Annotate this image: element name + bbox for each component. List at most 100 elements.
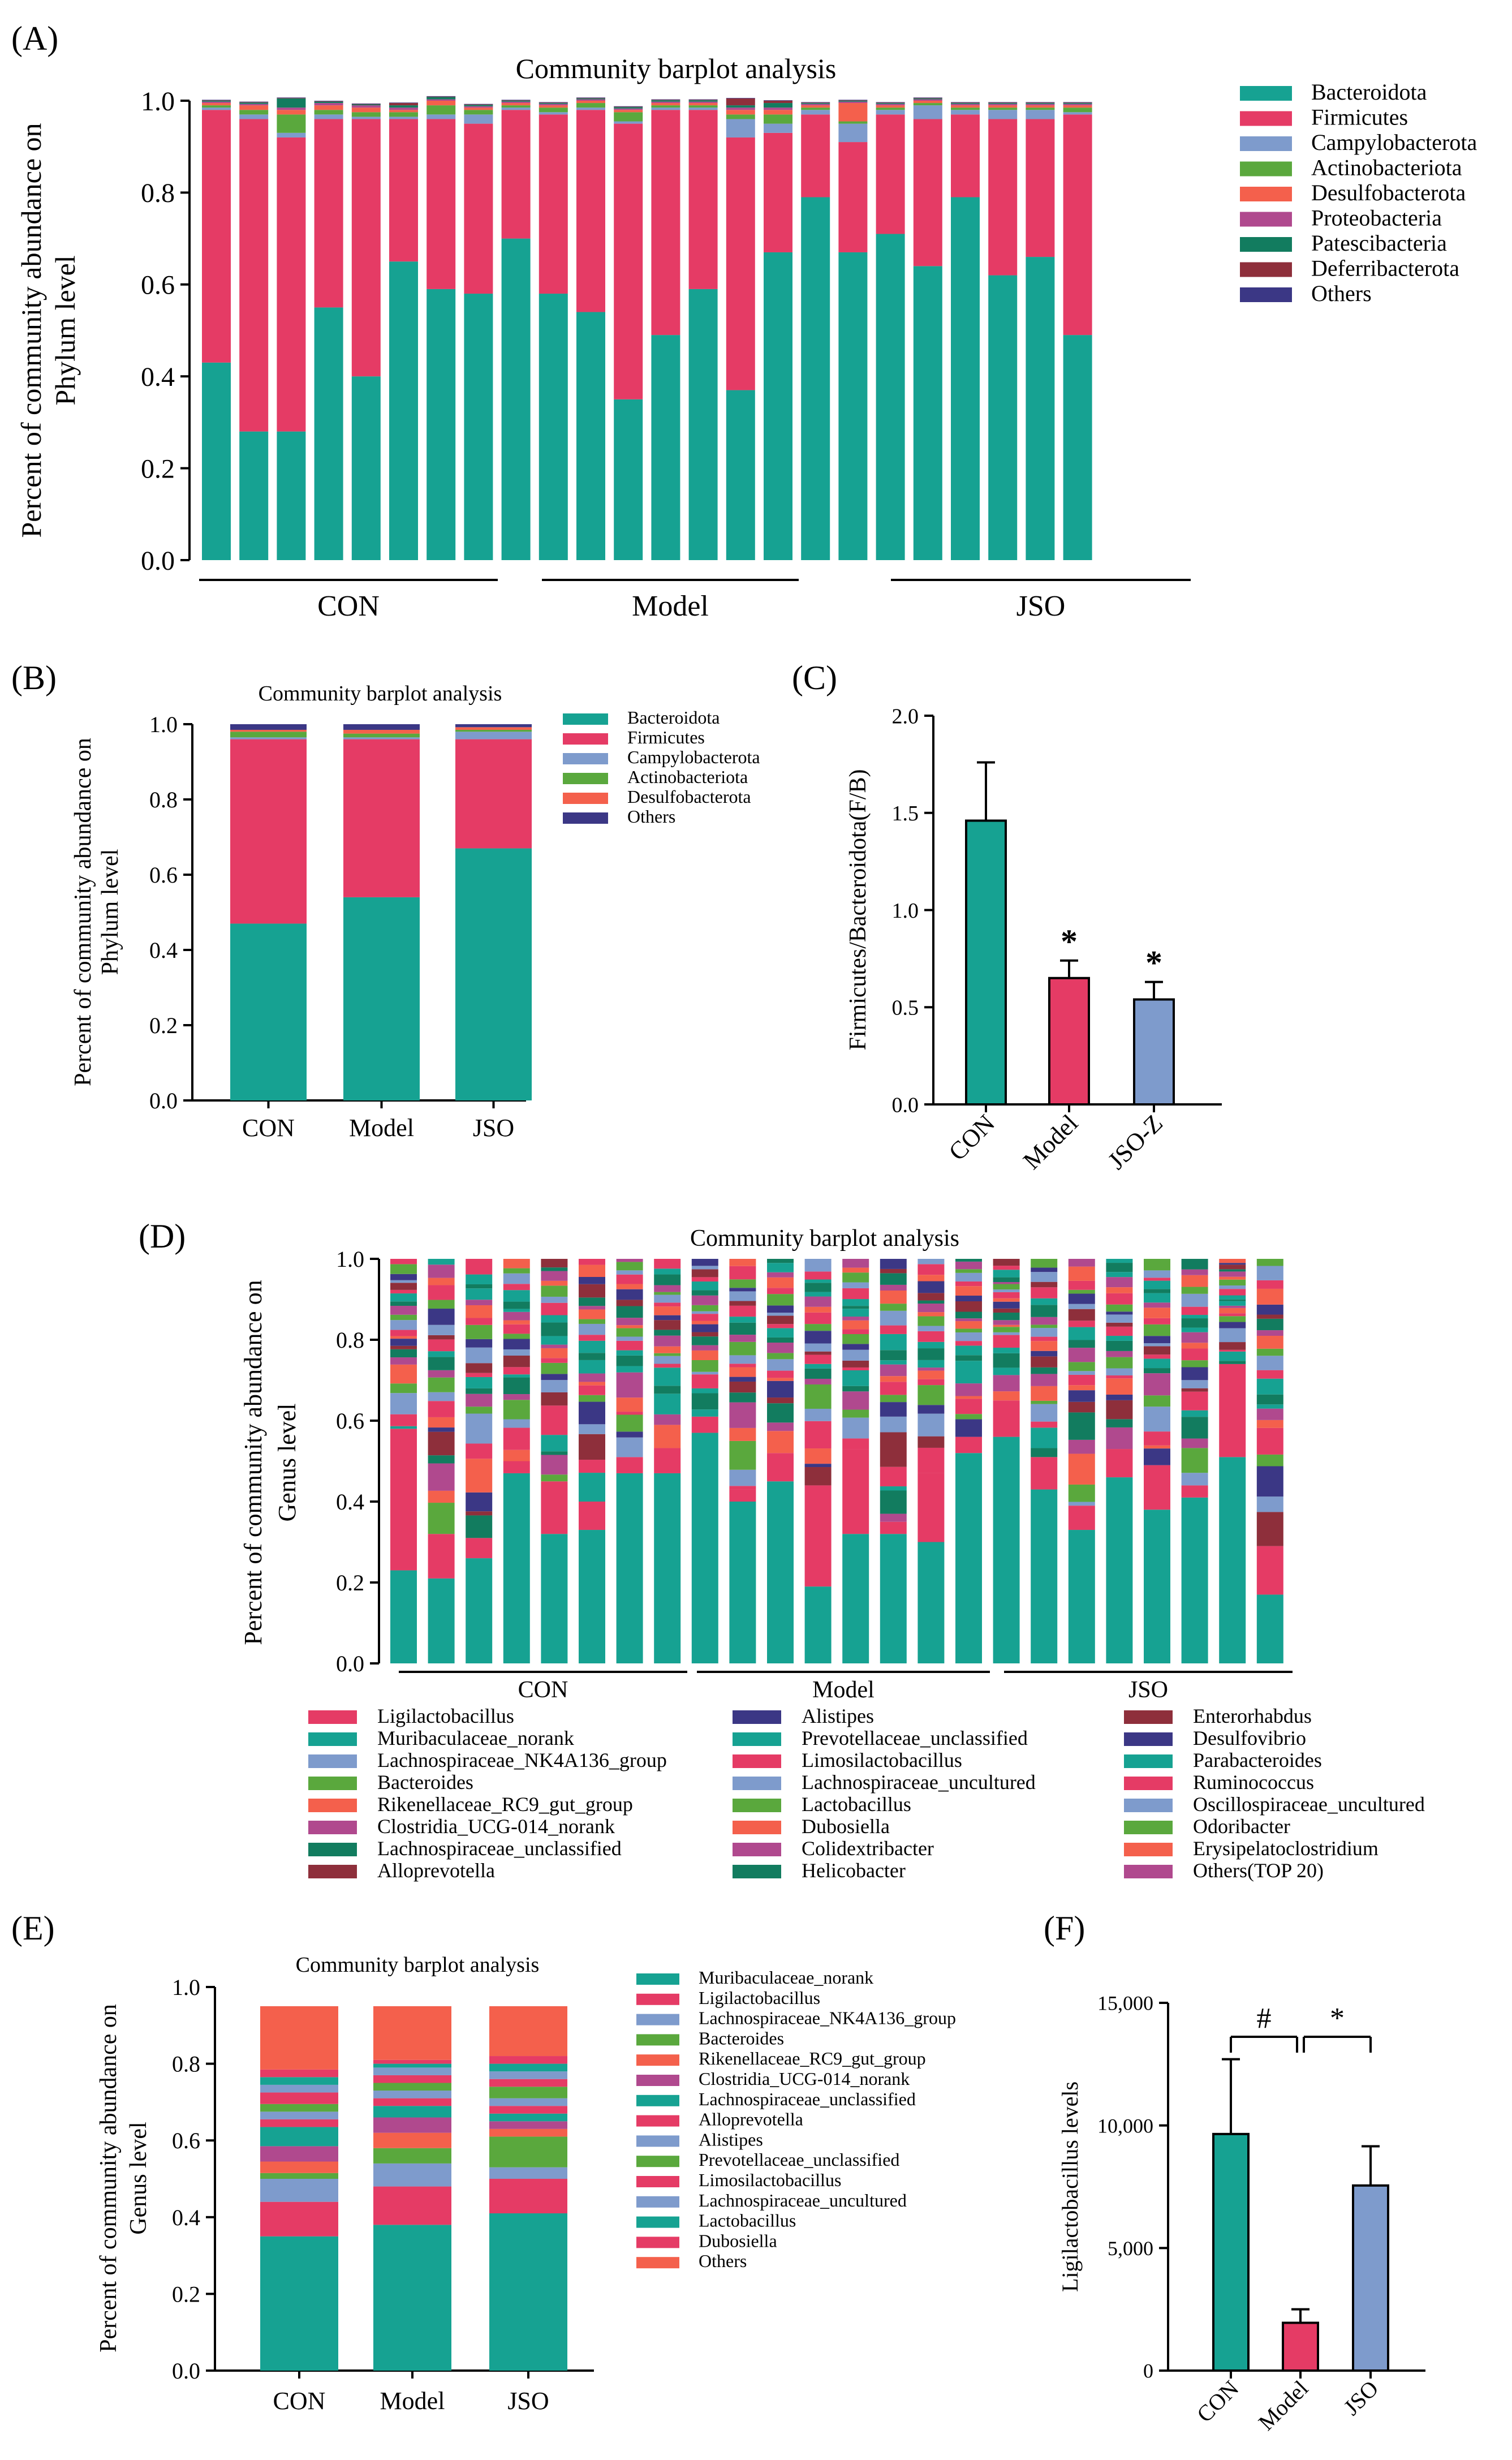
chart-d-bar-segment — [1106, 1368, 1133, 1376]
chart-a-bar-segment — [801, 107, 830, 110]
chart-d-bar-segment — [993, 1298, 1020, 1302]
chart-d-bar-segment — [917, 1473, 945, 1542]
chart-a-bar-segment — [427, 289, 456, 560]
chart-a-bar-segment — [239, 102, 269, 104]
chart-d-bar-segment — [428, 1278, 455, 1285]
chart-a-bar-segment — [801, 110, 830, 115]
chart-d-bar-segment — [1068, 1362, 1095, 1371]
chart-d-bar-segment — [616, 1284, 643, 1289]
chart-d-bar-segment — [390, 1349, 417, 1358]
chart-a-legend-swatch — [1240, 287, 1292, 302]
chart-d-bar-segment — [579, 1382, 605, 1386]
chart-d-legend-swatch — [1124, 1732, 1173, 1746]
chart-e-legend-label: Alistipes — [699, 2129, 763, 2149]
chart-d-bar-segment — [1031, 1427, 1058, 1448]
chart-d-bar-segment — [1256, 1420, 1283, 1428]
chart-a-bar-segment — [501, 100, 531, 101]
chart-d-bar-segment — [955, 1399, 982, 1414]
chart-e-y-tick-label: 1.0 — [172, 1975, 200, 2000]
chart-e-bar-segment — [260, 2161, 338, 2173]
chart-d-bar-segment — [729, 1367, 756, 1377]
chart-d-legend-swatch — [733, 1865, 781, 1878]
chart-d-bar-segment — [1068, 1266, 1095, 1281]
chart-d-bar-segment — [1106, 1340, 1133, 1351]
chart-e-bar-segment — [489, 2106, 567, 2114]
chart-d-bar-segment — [428, 1265, 455, 1278]
chart-a-bar-segment — [202, 100, 231, 101]
chart-d-bar-segment — [390, 1345, 417, 1349]
chart-e-legend-swatch — [636, 2176, 679, 2187]
chart-d-legend-label: Odoribacter — [1193, 1815, 1290, 1838]
chart-d-bar-segment — [917, 1331, 945, 1342]
chart-d-bar-segment — [804, 1271, 832, 1280]
chart-a-bar-segment — [1026, 110, 1055, 119]
chart-d-bar-segment — [654, 1448, 681, 1461]
chart-d-bar-segment — [1031, 1448, 1058, 1457]
chart-c-x-label: Model — [1018, 1109, 1083, 1175]
chart-d-bar-segment — [654, 1394, 681, 1414]
chart-d-bar-segment — [654, 1356, 681, 1364]
chart-a-bar-segment — [427, 105, 456, 115]
chart-d-bar-segment — [1219, 1316, 1246, 1322]
chart-d-bar-segment — [579, 1276, 605, 1284]
chart-d-bar-segment — [1031, 1489, 1058, 1663]
chart-d-bar-segment — [1256, 1594, 1283, 1663]
chart-e-bar-segment — [373, 2132, 451, 2148]
chart-d-bar-segment — [767, 1294, 794, 1306]
chart-d-bar-segment — [466, 1538, 493, 1559]
chart-d-bar-segment — [955, 1332, 982, 1341]
chart-d-bar-segment — [503, 1367, 530, 1375]
chart-e-bar-segment — [489, 2098, 567, 2106]
chart-a-bar-segment — [764, 100, 792, 101]
chart-d-bar-segment — [1256, 1356, 1283, 1370]
chart-a-bar-segment — [1026, 107, 1055, 110]
chart-a-bar-segment — [801, 197, 830, 560]
chart-d-bar-segment — [1068, 1390, 1095, 1402]
chart-d-bar-segment — [804, 1259, 832, 1272]
chart-d-bar-segment — [880, 1290, 907, 1304]
chart-e-bar-segment — [260, 2179, 338, 2202]
chart-a-bar-segment — [464, 123, 493, 294]
chart-d-bar-segment — [842, 1534, 869, 1663]
chart-d-bar-segment — [1144, 1373, 1170, 1396]
chart-b-legend-swatch — [563, 753, 608, 764]
chart-d-bar-segment — [955, 1259, 982, 1262]
chart-d-legend-label: Parabacteroides — [1193, 1749, 1322, 1771]
chart-d-bar-segment — [616, 1262, 643, 1271]
chart-d-bar-segment — [804, 1324, 832, 1331]
chart-a-bar-segment — [988, 110, 1018, 119]
chart-d-bar-segment — [1256, 1546, 1283, 1595]
chart-d-bar-segment — [993, 1284, 1020, 1290]
chart-d-bar-segment — [428, 1357, 455, 1370]
chart-d-bar-segment — [917, 1316, 945, 1326]
chart-e-bar-segment — [489, 2056, 567, 2064]
chart-d-bar-segment — [993, 1324, 1020, 1327]
chart-d-bar-segment — [541, 1271, 568, 1281]
chart-d-bar-segment — [842, 1306, 869, 1309]
chart-d-bar-segment — [541, 1534, 568, 1663]
chart-b-y-tick-label: 0.2 — [149, 1013, 178, 1038]
chart-d-bar-segment — [917, 1341, 945, 1349]
chart-d-bar-segment — [1068, 1484, 1095, 1502]
chart-a-bar-segment — [988, 102, 1018, 104]
chart-a-bar-segment — [1063, 112, 1092, 115]
chart-d-bar-segment — [390, 1393, 417, 1414]
chart-d-bar-segment — [1031, 1298, 1058, 1305]
chart-d-legend-label: Lachnospiraceae_NK4A136_group — [377, 1749, 667, 1771]
chart-d-bar-segment — [466, 1284, 493, 1289]
chart-d-bar-segment — [1031, 1351, 1058, 1357]
chart-e-legend-swatch — [636, 2014, 679, 2025]
chart-d-bar-segment — [1068, 1385, 1095, 1391]
chart-a-bar-segment — [239, 431, 269, 560]
chart-a-bar-segment — [389, 261, 418, 560]
chart-d-ylabel-2: Genus level — [273, 1404, 301, 1522]
chart-b-legend-label: Actinobacteriota — [627, 767, 748, 787]
chart-d-bar-segment — [1106, 1477, 1133, 1663]
chart-a-bar-segment — [651, 110, 680, 336]
chart-a-bar-segment — [651, 100, 680, 102]
chart-d-bar-segment — [390, 1570, 417, 1663]
chart-d-bar-segment — [917, 1300, 945, 1304]
chart-d-bar-segment — [955, 1301, 982, 1312]
chart-d-bar-segment — [767, 1288, 794, 1294]
chart-b-y-tick-label: 0.0 — [149, 1088, 178, 1113]
